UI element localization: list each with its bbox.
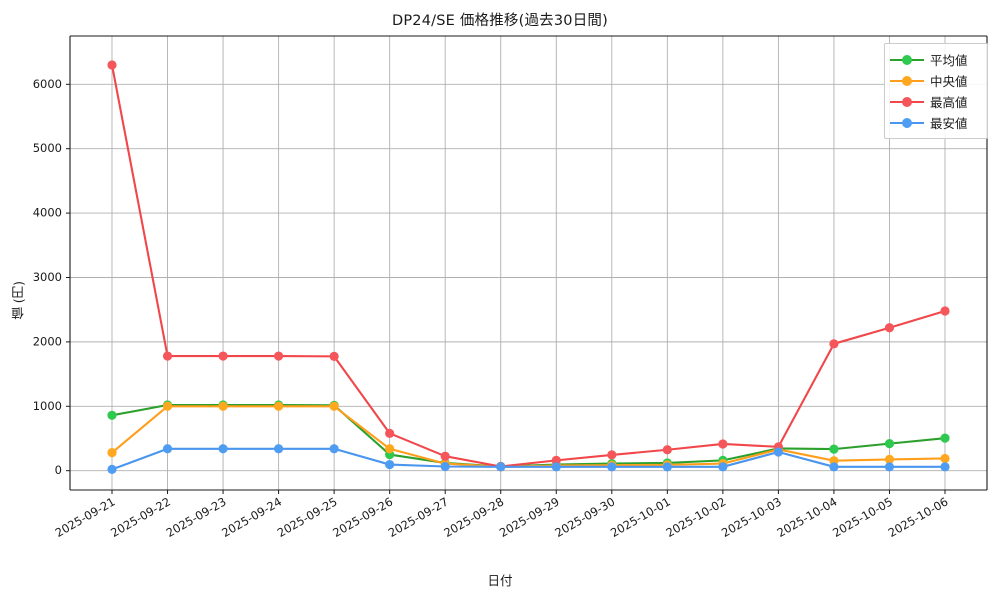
series-marker: [440, 451, 450, 461]
series-marker: [607, 450, 617, 460]
series-marker: [162, 444, 173, 454]
series-marker: [940, 306, 950, 316]
legend-item[interactable]: 最高値: [890, 91, 981, 112]
series-marker: [218, 401, 228, 411]
series-marker: [329, 444, 339, 454]
x-tick-label: 2025-09-21: [53, 494, 118, 540]
series-marker: [107, 464, 117, 474]
y-tick-label: 0: [55, 463, 62, 477]
x-tick-label: 2025-10-04: [775, 494, 840, 540]
legend-swatch: [890, 116, 924, 130]
series-marker: [829, 462, 839, 472]
legend-item[interactable]: 平均値: [890, 49, 981, 70]
series-marker: [718, 439, 728, 449]
legend-label: 最高値: [930, 95, 968, 110]
legend-label: 最安値: [930, 116, 968, 131]
legend-marker-icon: [902, 54, 912, 65]
data-series: [107, 400, 950, 472]
y-tick-label: 2000: [33, 334, 62, 348]
series-marker: [218, 444, 228, 454]
x-tick-label: 2025-10-05: [830, 494, 895, 540]
x-tick-label: 2025-09-22: [108, 494, 173, 540]
series-marker: [773, 447, 784, 457]
legend-marker-icon: [902, 75, 912, 86]
legend-marker-icon: [902, 96, 912, 107]
series-marker: [551, 462, 561, 472]
series-marker: [107, 410, 117, 420]
x-tick-label: 2025-09-30: [552, 494, 617, 540]
series-marker: [107, 60, 117, 70]
legend-label: 中央値: [930, 74, 968, 89]
series-marker: [884, 439, 895, 449]
series-marker: [107, 448, 117, 458]
series-marker: [162, 351, 173, 361]
series-marker: [496, 462, 506, 472]
x-tick-labels: 2025-09-212025-09-222025-09-232025-09-24…: [53, 494, 951, 540]
x-tick-label: 2025-09-25: [275, 494, 340, 540]
x-tick-label: 2025-09-28: [441, 494, 506, 540]
x-tick-label: 2025-09-29: [497, 494, 562, 540]
x-tick-label: 2025-10-03: [719, 494, 784, 540]
series-marker: [274, 401, 284, 411]
y-tick-labels: 0 1000 2000 3000 4000 5000 6000: [33, 77, 62, 477]
series-marker: [551, 455, 561, 465]
series-marker: [884, 323, 895, 333]
series-marker: [829, 339, 839, 349]
x-tick-label: 2025-10-02: [663, 494, 728, 540]
x-tick-label: 2025-10-01: [608, 494, 673, 540]
series-marker: [940, 453, 950, 464]
legend-marker-icon: [902, 117, 912, 128]
data-series: [107, 401, 950, 472]
x-tick-label: 2025-10-06: [886, 494, 951, 540]
y-tick-label: 4000: [33, 206, 62, 220]
series-line: [110, 63, 947, 468]
series-marker: [385, 428, 395, 438]
data-series: [107, 444, 950, 474]
data-series-layer: [107, 60, 950, 474]
grid-lines: [70, 36, 987, 490]
x-tick-label: 2025-09-24: [219, 494, 284, 540]
series-line: [110, 447, 947, 471]
x-axis-label: 日付: [487, 573, 513, 588]
legend-item[interactable]: 最安値: [890, 112, 981, 133]
legend-label: 平均値: [930, 53, 968, 68]
series-marker: [274, 351, 284, 361]
chart-legend: 平均値中央値最高値最安値: [884, 43, 988, 139]
series-marker: [385, 459, 395, 470]
series-marker: [718, 462, 728, 472]
legend-swatch: [890, 74, 924, 88]
axis-ticks: [66, 83, 946, 494]
series-marker: [940, 433, 950, 443]
series-marker: [662, 462, 672, 472]
series-line: [110, 405, 947, 468]
series-marker: [162, 401, 173, 411]
chart-title: DP24/SE 価格推移(過去30日間): [392, 13, 608, 29]
series-marker: [884, 454, 895, 465]
series-marker: [662, 445, 672, 455]
y-tick-label: 5000: [33, 141, 62, 155]
y-tick-label: 1000: [33, 399, 62, 413]
series-marker: [829, 444, 839, 454]
y-tick-label: 6000: [33, 77, 62, 91]
legend-item[interactable]: 中央値: [890, 70, 981, 91]
series-marker: [329, 351, 339, 361]
legend-swatch: [890, 53, 924, 67]
series-marker: [274, 444, 284, 454]
x-tick-label: 2025-09-23: [164, 494, 229, 540]
series-marker: [440, 461, 450, 472]
series-marker: [607, 462, 617, 472]
series-marker: [884, 462, 895, 472]
series-marker: [385, 444, 395, 454]
x-tick-label: 2025-09-27: [386, 494, 451, 540]
series-marker: [940, 462, 950, 472]
legend-swatch: [890, 95, 924, 109]
x-tick-label: 2025-09-26: [330, 494, 395, 540]
data-series: [107, 60, 950, 472]
axes-spines: [69, 35, 988, 491]
series-marker: [218, 351, 228, 361]
y-tick-label: 3000: [33, 270, 62, 284]
series-marker: [329, 401, 339, 411]
